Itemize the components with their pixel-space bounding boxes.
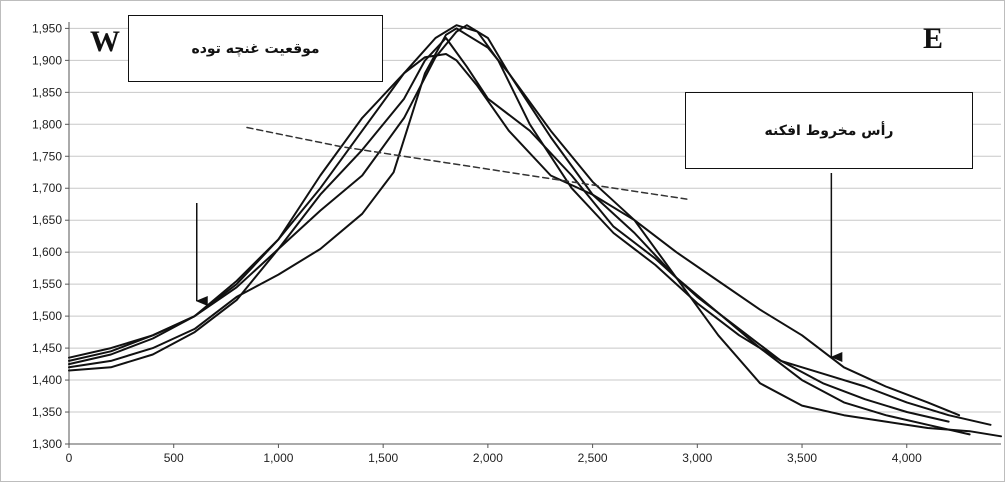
x-tick-label: 4,000 <box>892 451 922 465</box>
x-tick-label: 2,000 <box>473 451 503 465</box>
y-tick-label: 1,700 <box>32 181 62 195</box>
annotation-box-left: موقعیت غنچه توده <box>128 15 383 82</box>
east-label: E <box>923 22 943 55</box>
x-tick-label: 500 <box>164 451 184 465</box>
x-tick-label: 0 <box>66 451 73 465</box>
annotation-arrows <box>195 173 843 362</box>
annotation-text-left: موقعیت غنچه توده <box>191 40 320 57</box>
x-tick-label: 2,500 <box>578 451 608 465</box>
trend-line-dashed <box>246 126 688 200</box>
y-tick-label: 1,850 <box>32 85 62 99</box>
profile-line-5 <box>68 53 1002 438</box>
x-tick-labels: 0 500 1,000 1,500 2,000 2,500 3,000 3,500 4,000 <box>66 451 922 465</box>
x-tick-label: 1,000 <box>263 451 293 465</box>
y-tick-label: 1,650 <box>32 213 62 227</box>
y-tick-label: 1,600 <box>32 245 62 259</box>
grid-lines <box>69 27 1001 445</box>
y-tick-label: 1,800 <box>32 117 62 131</box>
x-tick-label: 3,000 <box>682 451 712 465</box>
y-tick-label: 1,900 <box>32 53 62 67</box>
y-tick-label: 1,300 <box>32 437 62 451</box>
axes <box>65 22 1001 448</box>
y-tick-label: 1,750 <box>32 149 62 163</box>
profile-line-4 <box>68 37 992 426</box>
west-label: W <box>90 25 120 58</box>
annotation-box-right: رأس مخروط افکنه <box>685 92 973 169</box>
y-tick-label: 1,350 <box>32 405 62 419</box>
profile-line-2 <box>68 24 971 436</box>
y-tick-label: 1,550 <box>32 277 62 291</box>
y-tick-label: 1,950 <box>32 21 62 35</box>
y-tick-labels: 1,300 1,350 1,400 1,450 1,500 1,550 1,600 1,650… <box>32 21 62 451</box>
profile-line-1 <box>68 24 950 423</box>
y-tick-label: 1,500 <box>32 309 62 323</box>
annotation-text-right: رأس مخروط افکنه <box>764 122 894 139</box>
y-tick-label: 1,450 <box>32 341 62 355</box>
series-lines <box>68 24 1002 438</box>
x-tick-label: 3,500 <box>787 451 817 465</box>
profile-line-3 <box>68 27 961 417</box>
x-tick-label: 1,500 <box>368 451 398 465</box>
y-tick-label: 1,400 <box>32 373 62 387</box>
